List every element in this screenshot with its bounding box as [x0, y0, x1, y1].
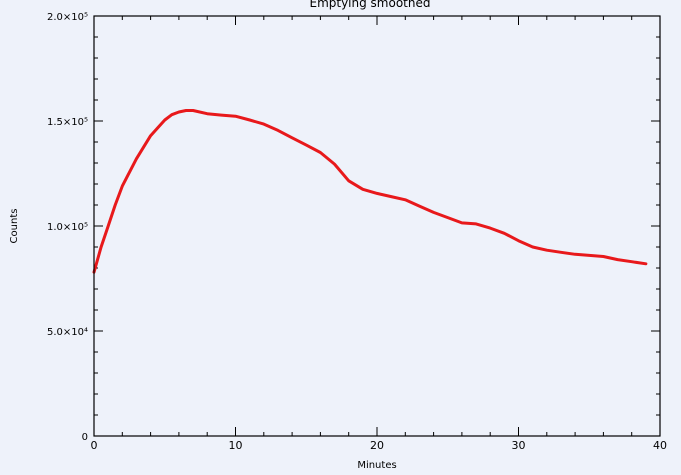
y-axis-label: Counts	[9, 209, 20, 244]
y-tick-label: 5.0×10⁴	[47, 327, 88, 338]
x-tick-label: 40	[653, 439, 667, 452]
y-tick-label: 1.0×10⁵	[47, 222, 88, 233]
y-axis-ticks: 0 5.0×10⁴ 1.0×10⁵ 1.5×10⁵ 2.0×10⁵	[47, 12, 660, 443]
chart-title: Emptying smoothed	[309, 0, 430, 10]
y-tick-label: 1.5×10⁵	[47, 117, 88, 128]
plot-frame	[93, 15, 661, 437]
x-axis-ticks: 0 10 20 30 40	[91, 16, 667, 452]
y-tick-label: 0	[82, 432, 88, 443]
x-tick-label: 0	[91, 439, 98, 452]
x-tick-label: 20	[370, 439, 384, 452]
x-tick-label: 10	[229, 439, 243, 452]
series-line	[92, 109, 648, 274]
x-tick-label: 30	[512, 439, 526, 452]
y-tick-label: 2.0×10⁵	[47, 12, 88, 23]
x-axis-label: Minutes	[357, 460, 396, 471]
